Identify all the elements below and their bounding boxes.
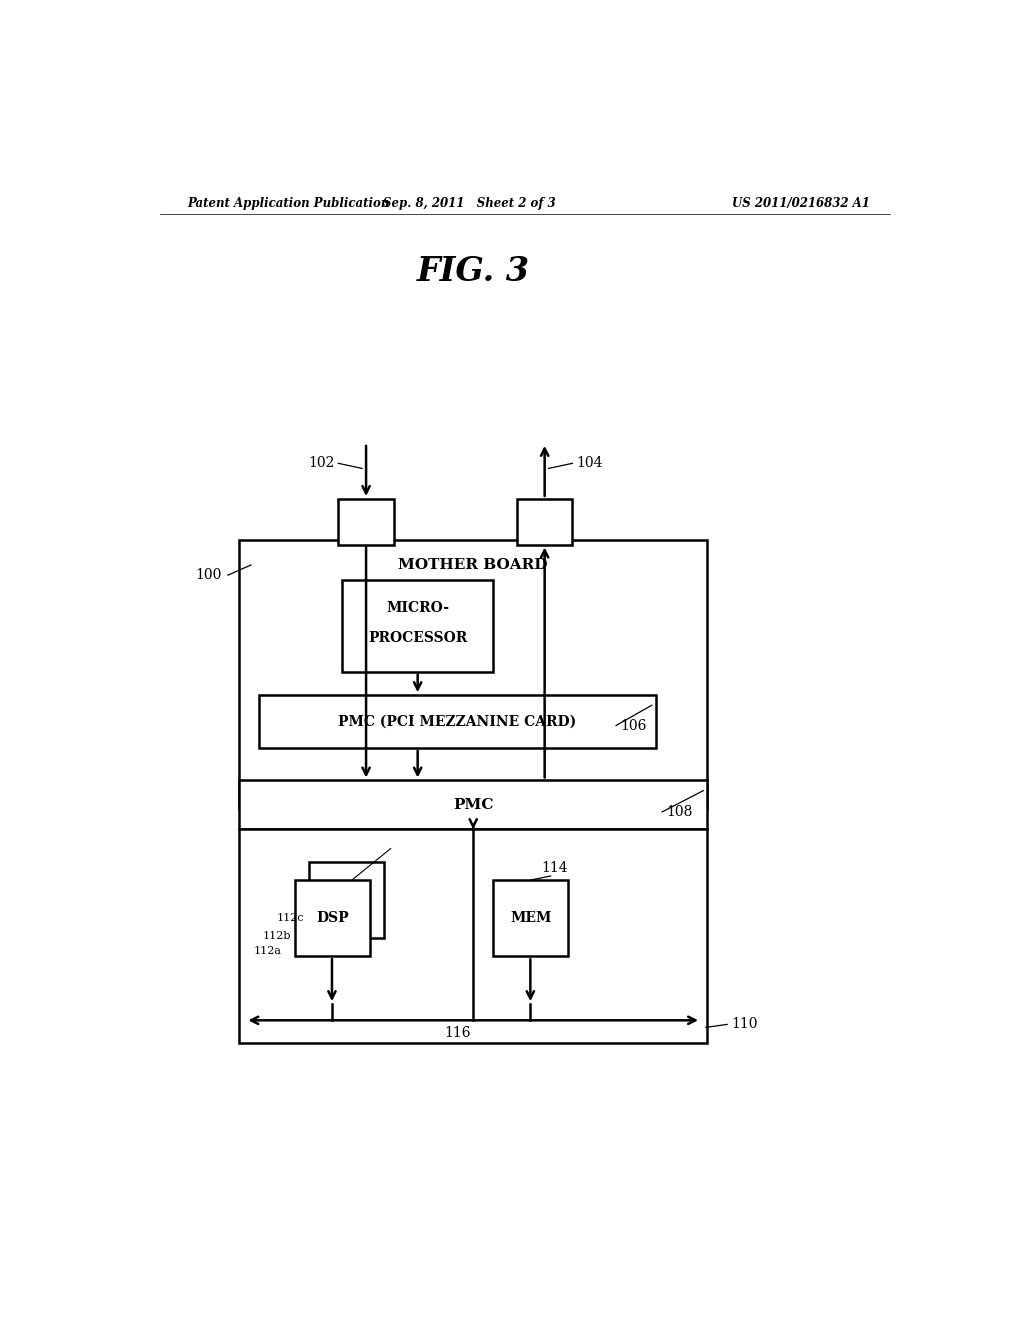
Bar (240, 780, 708, 829)
Bar (309, 862, 384, 939)
Text: PROCESSOR: PROCESSOR (368, 631, 467, 645)
Text: DSP: DSP (316, 911, 348, 925)
Text: PMC (PCI MEZZANINE CARD): PMC (PCI MEZZANINE CARD) (338, 714, 577, 729)
Bar (240, 829, 708, 1043)
Bar (240, 540, 708, 809)
Text: MICRO-: MICRO- (386, 601, 450, 615)
Text: MOTHER BOARD: MOTHER BOARD (398, 558, 548, 572)
Text: 100: 100 (196, 568, 221, 582)
Text: 116: 116 (444, 1026, 471, 1040)
Text: PMC: PMC (453, 797, 494, 812)
Bar (517, 499, 572, 545)
Bar (295, 880, 370, 956)
Text: 112b: 112b (262, 931, 291, 941)
Text: 102: 102 (308, 457, 334, 470)
Bar (359, 595, 511, 686)
Text: 106: 106 (620, 718, 646, 733)
Bar (324, 843, 398, 920)
Text: 104: 104 (577, 457, 603, 470)
Text: 108: 108 (666, 805, 692, 818)
Bar (259, 696, 655, 748)
Text: 112a: 112a (253, 946, 282, 956)
Bar (342, 581, 494, 672)
Bar (338, 499, 394, 545)
Text: US 2011/0216832 A1: US 2011/0216832 A1 (732, 197, 870, 210)
Bar (494, 880, 568, 956)
Text: 114: 114 (542, 861, 568, 875)
Text: Patent Application Publication: Patent Application Publication (187, 197, 390, 210)
Text: 110: 110 (731, 1018, 758, 1031)
Text: FIG. 3: FIG. 3 (417, 255, 529, 288)
Text: MEM: MEM (510, 911, 552, 925)
Text: Sep. 8, 2011   Sheet 2 of 3: Sep. 8, 2011 Sheet 2 of 3 (383, 197, 556, 210)
Text: 112c: 112c (276, 912, 304, 923)
